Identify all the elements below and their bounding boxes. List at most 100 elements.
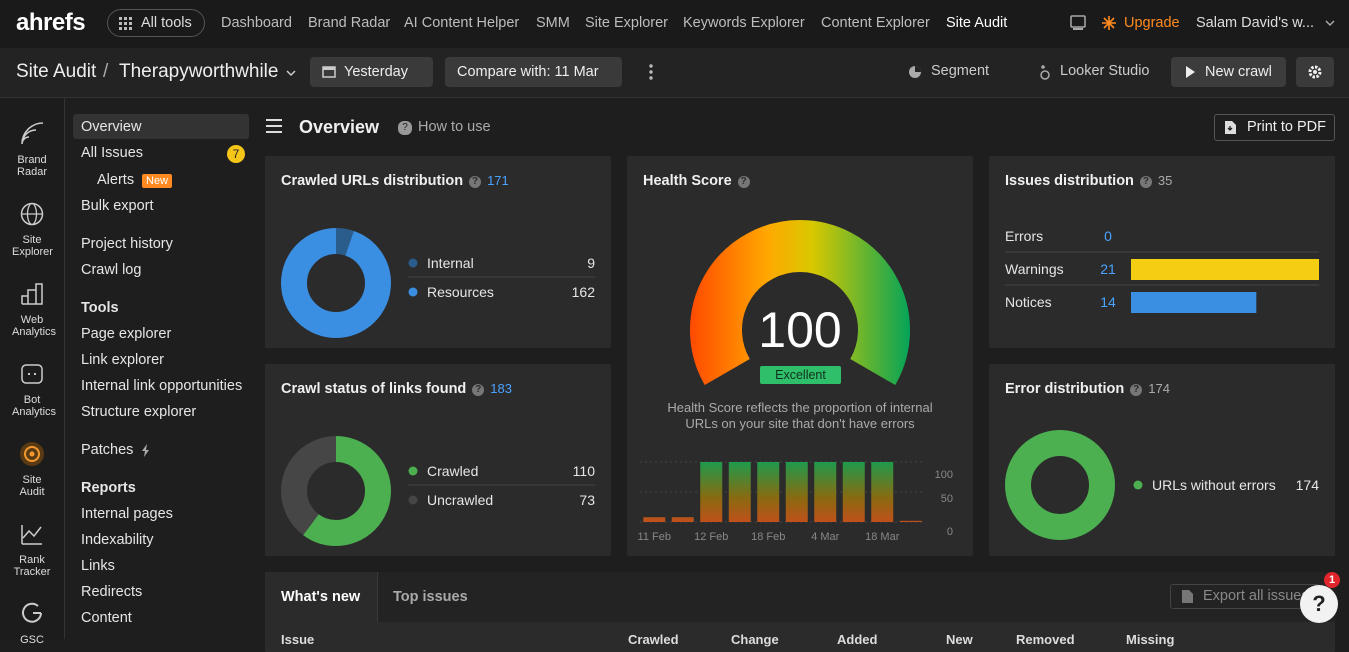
- crawled-urls-card: Crawled URLs distribution? 171: [265, 156, 611, 348]
- gear-icon: [1308, 65, 1322, 79]
- nav-link[interactable]: SMM: [536, 15, 570, 31]
- new-crawl-button[interactable]: New crawl: [1171, 57, 1286, 87]
- toolbar: Site Audit / Therapyworthwhile Yesterday…: [0, 48, 1349, 98]
- segment-button[interactable]: Segment: [931, 63, 990, 79]
- tab-label[interactable]: What's new: [281, 589, 361, 605]
- health-description: Health Score reflects the proportion of …: [667, 400, 933, 431]
- tab-label[interactable]: Top issues: [393, 589, 468, 605]
- health-score-card: Health Score? Health Score reflects the …: [627, 156, 973, 556]
- upgrade-icon: [1102, 16, 1116, 30]
- rail-icon: [21, 283, 43, 305]
- calendar-icon: [322, 66, 336, 78]
- sidebar-item[interactable]: Project history: [81, 236, 173, 252]
- notification-badge: 1: [1324, 572, 1340, 588]
- sidebar-item[interactable]: Crawl log: [81, 262, 142, 278]
- segment-icon: [909, 66, 921, 78]
- sidebar-item[interactable]: Content: [81, 610, 132, 626]
- monitor-icon[interactable]: [1070, 15, 1086, 31]
- chevron: [1325, 20, 1335, 27]
- sidebar-item[interactable]: Internal link opportunities: [81, 378, 243, 394]
- nav-link[interactable]: Content Explorer: [821, 15, 930, 31]
- help-button[interactable]: ?: [1300, 585, 1338, 623]
- how-to-use-link[interactable]: ? How to use: [398, 119, 491, 135]
- help-icon: ?: [472, 384, 485, 396]
- nav-link-active[interactable]: Site Audit: [946, 15, 1008, 31]
- sidebar-item[interactable]: Indexability: [81, 532, 154, 548]
- more-icon[interactable]: [648, 63, 654, 81]
- nav-link[interactable]: Site Explorer: [585, 15, 669, 31]
- sidebar-item[interactable]: All Issues: [81, 145, 144, 161]
- nav-link[interactable]: Keywords Explorer: [683, 15, 805, 31]
- rail-label[interactable]: Web Analytics: [12, 314, 57, 338]
- sidebar-item[interactable]: Overview: [81, 119, 142, 135]
- rail-label[interactable]: Bot Analytics: [12, 394, 57, 418]
- help-icon: ?: [1130, 384, 1143, 396]
- page-title: Overview: [299, 117, 380, 137]
- card-title: Issues distribution? 35: [1005, 173, 1172, 189]
- crawl-status-card: Crawl status of links found? 183: [265, 364, 611, 556]
- help-icon: ?: [737, 176, 750, 188]
- rail-label[interactable]: GSC: [20, 634, 44, 646]
- print-button[interactable]: Print to PDF: [1214, 114, 1335, 141]
- column-header: Removed: [1016, 632, 1075, 647]
- sidebar-item[interactable]: Links: [81, 558, 115, 574]
- date-button[interactable]: Yesterday: [310, 57, 433, 87]
- export-label: Export all issues: [1203, 588, 1309, 604]
- rail-label[interactable]: Site Audit: [19, 474, 45, 498]
- grid-icon: [119, 17, 132, 30]
- account-menu[interactable]: Salam David's w...: [1196, 15, 1315, 31]
- sidebar-item[interactable]: Internal pages: [81, 506, 173, 522]
- section-title: Site Audit: [16, 61, 97, 82]
- card-title-text: Health Score: [643, 173, 732, 189]
- compare-button[interactable]: Compare with: 11 Mar: [445, 57, 622, 87]
- column-header: Change: [731, 632, 779, 647]
- all-tools-label: All tools: [141, 15, 192, 31]
- card-title-text: Crawled URLs distribution: [281, 173, 464, 189]
- card-total[interactable]: 183: [490, 381, 512, 396]
- new-crawl-label: New crawl: [1205, 64, 1272, 80]
- card-title-text: Crawl status of links found: [281, 381, 467, 397]
- card-total[interactable]: 171: [487, 173, 509, 188]
- error-distribution-card: Error distribution? 174: [989, 364, 1335, 556]
- column-header: Missing: [1126, 632, 1175, 647]
- rail-icon: [20, 202, 44, 226]
- card-title: Crawl status of links found? 183: [281, 381, 512, 397]
- new-badge: New: [142, 174, 173, 188]
- sidebar-item[interactable]: Patches: [81, 442, 134, 458]
- rail-label[interactable]: Site Explorer: [12, 234, 53, 258]
- export-button[interactable]: Export all issues: [1170, 584, 1320, 609]
- play-icon: [1186, 66, 1195, 78]
- sidebar-item[interactable]: Link explorer: [81, 352, 165, 368]
- sidebar-item[interactable]: Alerts: [97, 172, 135, 188]
- nav-link[interactable]: AI Content Helper: [404, 15, 520, 31]
- rail-icon: [21, 122, 44, 145]
- breadcrumb-separator: /: [103, 61, 109, 82]
- nav-link[interactable]: Brand Radar: [308, 15, 391, 31]
- sidebar-item[interactable]: Bulk export: [81, 198, 154, 214]
- rail-label[interactable]: Brand Radar: [17, 154, 47, 178]
- card-title: Error distribution? 174: [1005, 381, 1170, 397]
- looker-studio-button[interactable]: Looker Studio: [1060, 63, 1150, 79]
- tab-active[interactable]: [265, 572, 378, 622]
- help-icon: ?: [398, 121, 412, 135]
- rail-icon: [22, 602, 42, 623]
- print-label: Print to PDF: [1247, 119, 1326, 135]
- settings-button[interactable]: [1296, 57, 1334, 87]
- menu-icon[interactable]: [266, 119, 282, 133]
- rail-label[interactable]: Rank Tracker: [13, 554, 51, 578]
- logo[interactable]: ahrefs: [16, 9, 86, 36]
- chevron: [286, 70, 296, 77]
- column-header: Added: [837, 632, 878, 647]
- all-tools-button[interactable]: All tools: [107, 9, 205, 37]
- issues-count-badge: 7: [227, 145, 245, 163]
- looker-icon: [1040, 65, 1050, 80]
- project-selector[interactable]: Therapyworthwhile: [119, 61, 279, 82]
- sidebar-item[interactable]: Structure explorer: [81, 404, 197, 420]
- card-title-text: Issues distribution: [1005, 173, 1134, 189]
- sidebar-item[interactable]: Redirects: [81, 584, 143, 600]
- sidebar-item[interactable]: Page explorer: [81, 326, 172, 342]
- upgrade-link[interactable]: Upgrade: [1124, 15, 1180, 31]
- active-highlight: [73, 114, 249, 139]
- nav-link[interactable]: Dashboard: [221, 15, 292, 31]
